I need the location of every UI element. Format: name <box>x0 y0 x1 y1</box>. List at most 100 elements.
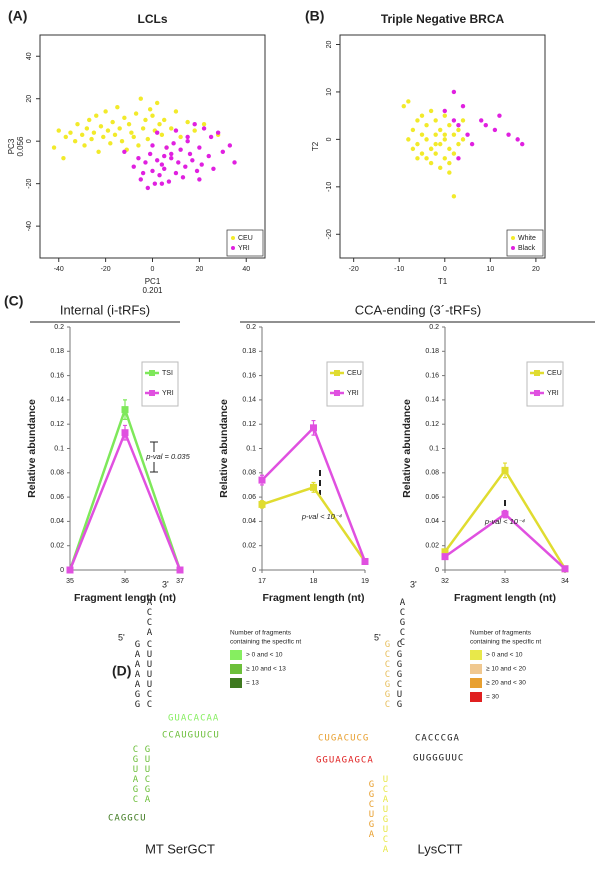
point <box>169 155 174 161</box>
point <box>428 146 434 152</box>
y-tick-label: 0.06 <box>425 494 439 501</box>
legend-label: ≥ 10 and < 20 <box>486 666 526 673</box>
point <box>79 132 85 138</box>
legend-title: containing the specific nt <box>470 639 541 646</box>
x-tick-label: 32 <box>441 578 449 585</box>
point <box>410 146 416 152</box>
point <box>415 141 420 147</box>
point <box>157 122 162 127</box>
point <box>171 141 176 146</box>
point <box>94 113 99 118</box>
x-tick-label: -40 <box>54 266 64 273</box>
marker <box>66 566 74 574</box>
point <box>56 128 61 133</box>
legend-swatch <box>470 678 482 688</box>
y-tick-label: 20 <box>26 95 33 103</box>
nucleotide-strand: CUUUUCC <box>145 640 155 710</box>
y-tick-label: 0.2 <box>246 324 256 331</box>
point <box>419 113 425 118</box>
nucleotide-strand: CUGACUCG <box>318 734 369 744</box>
y-tick-label: 0.2 <box>54 324 64 331</box>
y-tick-label: 0.14 <box>425 397 439 404</box>
x-tick-label: 18 <box>310 578 318 585</box>
legend-marker <box>534 370 540 376</box>
point <box>447 170 452 175</box>
legend-label: YRI <box>238 245 250 252</box>
nucleotide-strand: CGGGCUG <box>395 640 405 710</box>
point <box>187 151 193 157</box>
y-tick-label: 0.06 <box>242 494 256 501</box>
y-tick-label: 0.04 <box>242 518 256 525</box>
x-tick-label: 19 <box>361 578 369 585</box>
point <box>515 137 520 142</box>
annotation: p-val = 0.035 <box>145 452 190 461</box>
point <box>164 145 169 150</box>
three-prime: 3' <box>162 579 169 589</box>
panel-label: (B) <box>305 8 324 24</box>
point <box>451 194 457 199</box>
point <box>201 126 207 131</box>
legend-label: TSI <box>162 370 173 377</box>
legend-marker <box>334 390 340 396</box>
point <box>451 89 457 95</box>
legend-swatch <box>470 664 482 674</box>
point <box>162 117 167 123</box>
legend-label: YRI <box>347 390 359 397</box>
point <box>87 117 92 123</box>
marker <box>441 548 449 556</box>
five-prime: 5' <box>118 632 125 642</box>
point <box>447 122 452 128</box>
point <box>152 181 158 186</box>
point <box>438 165 443 171</box>
point <box>483 122 488 128</box>
nucleotide-strand: GUACACAA <box>168 714 219 724</box>
point <box>220 149 226 155</box>
structure-name: MT SerGCT <box>145 841 215 856</box>
x-axis-label: PC1 <box>145 277 161 286</box>
point <box>192 128 197 133</box>
y-tick-label: 0.08 <box>50 470 64 477</box>
y-tick-label: 0.18 <box>425 348 439 355</box>
point <box>497 113 502 118</box>
point <box>442 108 447 114</box>
y-tick-label: 0.14 <box>50 397 64 404</box>
point <box>492 127 498 133</box>
point <box>227 143 233 148</box>
point <box>428 108 434 114</box>
legend-marker <box>149 390 155 396</box>
point <box>438 141 443 147</box>
legend-marker <box>511 246 515 250</box>
y-tick-label: 0.02 <box>425 543 439 550</box>
y-tick-label: 0.04 <box>50 518 64 525</box>
point <box>162 153 167 159</box>
point <box>173 128 179 133</box>
point <box>150 113 155 118</box>
point <box>138 177 143 182</box>
point <box>433 132 438 137</box>
y-tick-label: 0.1 <box>54 445 64 452</box>
legend-label: CEU <box>238 235 253 242</box>
marker <box>501 466 509 474</box>
three-prime: 3' <box>410 579 417 589</box>
point <box>143 117 148 123</box>
legend-label: > 0 and < 10 <box>486 652 523 659</box>
point <box>115 105 120 110</box>
point <box>506 132 511 137</box>
nucleotide-strand: GCCCGGC <box>383 640 393 710</box>
legend-label: White <box>518 235 536 242</box>
point <box>442 132 447 137</box>
nucleotide-strand: GGCUGA <box>367 780 377 840</box>
point <box>108 141 113 146</box>
annotation: p-val < 10⁻⁴ <box>301 512 342 521</box>
point <box>199 162 204 167</box>
x-axis-label: 0.201 <box>142 286 163 295</box>
chart-title: LCLs <box>138 12 168 26</box>
marker <box>441 553 449 561</box>
y-tick-label: 0 <box>26 139 33 143</box>
point <box>89 136 94 142</box>
legend-label: CEU <box>347 370 362 377</box>
point <box>178 134 183 140</box>
marker <box>310 424 317 432</box>
y-tick-label: 40 <box>26 52 33 60</box>
